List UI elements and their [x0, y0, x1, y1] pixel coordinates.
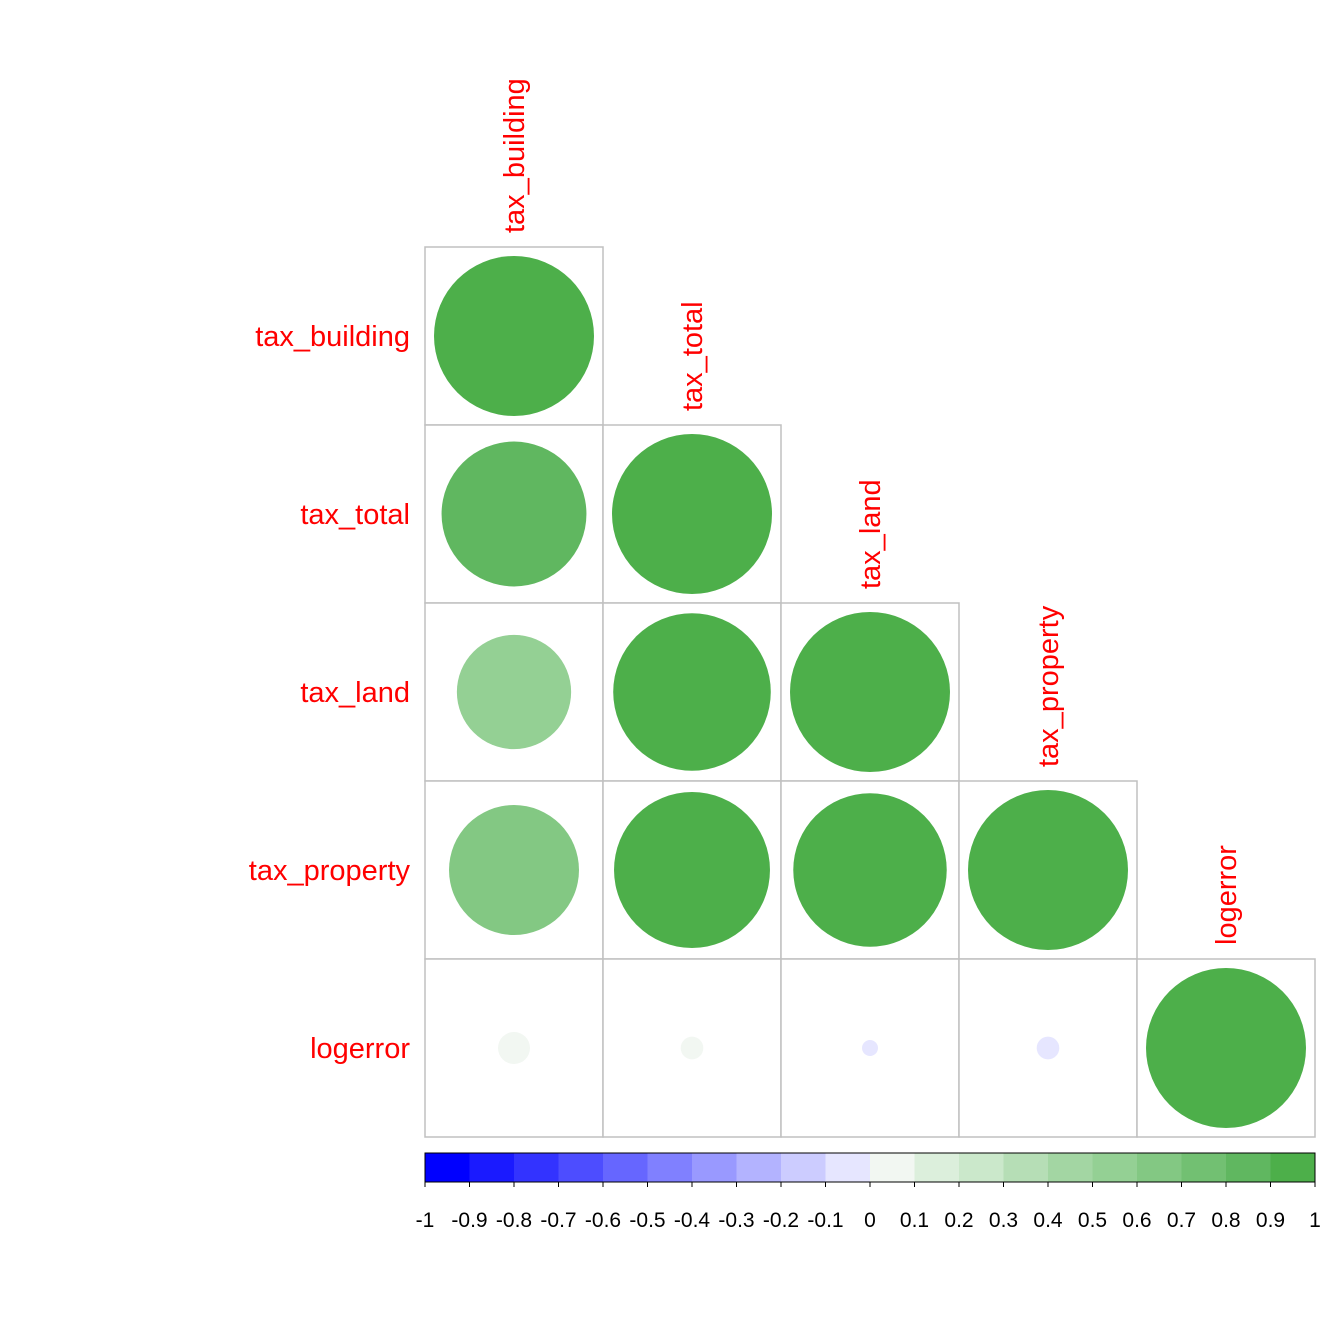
colorbar-segment [1226, 1153, 1271, 1182]
column-label-tax_property: tax_property [1033, 605, 1065, 767]
colorbar-tick-label: 1 [1309, 1209, 1321, 1232]
row-label-tax_total: tax_total [300, 499, 410, 531]
colorbar-tick-label: 0.6 [1122, 1209, 1151, 1232]
colorbar-segment [558, 1153, 604, 1182]
colorbar-tick-label: -0.5 [629, 1209, 665, 1232]
colorbar-segment [647, 1153, 693, 1182]
colorbar-segment [736, 1153, 782, 1182]
column-label-logerror: logerror [1211, 845, 1243, 945]
colorbar-tick-label: -0.3 [718, 1209, 754, 1232]
correlation-circle-logerror-tax_land [862, 1040, 878, 1056]
column-label-tax_land: tax_land [855, 479, 887, 589]
correlation-circle-tax_property-tax_land [793, 793, 947, 947]
correlation-circle-logerror-tax_total [680, 1036, 704, 1060]
colorbar-segment [1137, 1153, 1182, 1182]
colorbar-tick-label: -0.7 [540, 1209, 576, 1232]
colorbar-tick-label: 0.4 [1033, 1209, 1063, 1232]
colorbar-tick-label: -0.2 [763, 1209, 799, 1232]
colorbar-tick-label: 0.2 [944, 1209, 973, 1232]
column-label-tax_building: tax_building [499, 78, 531, 233]
colorbar-segment [692, 1153, 737, 1182]
row-label-tax_building: tax_building [255, 321, 410, 353]
correlation-circle-tax_land-tax_building [456, 634, 572, 750]
colorbar-tick-label: -1 [416, 1209, 435, 1232]
cell-logerror-tax_property [958, 958, 1138, 1138]
row-labels: tax_building tax_total tax_land tax_propert… [249, 321, 411, 1065]
colorbar-tick-label: 0.1 [900, 1209, 929, 1232]
colorbar-segment [1003, 1153, 1049, 1182]
column-label-tax_total: tax_total [677, 301, 709, 411]
correlation-cells [424, 246, 1316, 1138]
correlation-circle-tax_property-tax_total [614, 792, 770, 948]
correlation-circle-logerror-tax_building [498, 1032, 530, 1064]
row-label-logerror: logerror [310, 1033, 410, 1065]
colorbar-tick-label: 0.8 [1211, 1209, 1240, 1232]
colorbar-legend: -1 -0.9 -0.8 -0.7 -0.6 -0.5 -0.4 -0.3 -0.2 -0.1 0 0… [416, 1152, 1321, 1232]
colorbar-tick-label: 0.3 [989, 1209, 1018, 1232]
colorbar-segment [603, 1153, 648, 1182]
colorbar-segment [781, 1153, 826, 1182]
colorbar-tick-label: 0.7 [1167, 1209, 1196, 1232]
correlation-circle-tax_total-tax_building [441, 441, 587, 587]
colorbar-segment [870, 1153, 915, 1182]
colorbar-tick-label: 0.9 [1256, 1209, 1285, 1232]
correlation-circle-tax_building-tax_building [434, 256, 594, 416]
colorbar-tick-label: -0.1 [807, 1209, 843, 1232]
colorbar-segment [1181, 1153, 1227, 1182]
correlation-circle-tax_property-tax_building [449, 805, 579, 935]
colorbar-segment [425, 1153, 470, 1182]
colorbar-segment [1092, 1153, 1138, 1182]
colorbar-tick-label: -0.6 [585, 1209, 621, 1232]
correlation-circle-tax_total-tax_total [612, 434, 772, 594]
colorbar-segment [959, 1153, 1004, 1182]
colorbar-segment [469, 1153, 515, 1182]
correlation-circle-tax_property-tax_property [968, 790, 1128, 950]
correlation-circle-logerror-logerror [1146, 968, 1306, 1128]
colorbar-segment [514, 1153, 559, 1182]
correlation-circle-tax_land-tax_total [613, 613, 771, 771]
colorbar-tick-label: 0.5 [1078, 1209, 1107, 1232]
correlation-circle-tax_land-tax_land [790, 612, 950, 772]
colorbar-tick-label: -0.9 [451, 1209, 487, 1232]
colorbar-segment [1048, 1153, 1093, 1182]
row-label-tax_property: tax_property [249, 855, 411, 887]
column-labels: tax_building tax_total tax_land tax_propert… [499, 78, 1243, 945]
colorbar-tick-label: 0 [864, 1209, 876, 1232]
colorbar-tick-label: -0.4 [674, 1209, 711, 1232]
colorbar-segment [1270, 1153, 1316, 1182]
colorbar-tick-label: -0.8 [496, 1209, 532, 1232]
colorbar-segment [825, 1153, 871, 1182]
correlation-circle-logerror-tax_property [1036, 1036, 1060, 1060]
colorbar-segment [914, 1153, 960, 1182]
row-label-tax_land: tax_land [300, 677, 410, 709]
